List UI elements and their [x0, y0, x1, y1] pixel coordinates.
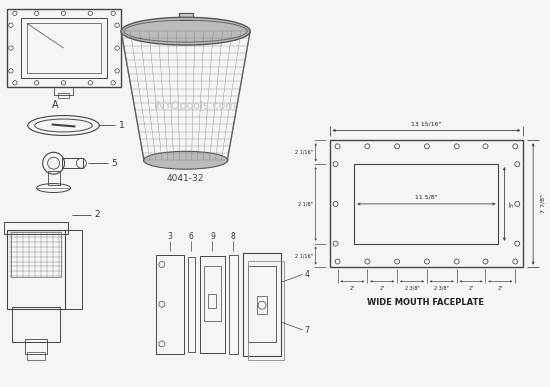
- Bar: [21, 18, 107, 78]
- Bar: [329, 140, 523, 267]
- Text: 2 1/8": 2 1/8": [298, 201, 313, 206]
- Text: 7: 7: [305, 325, 310, 334]
- Bar: [25, 339, 47, 354]
- Text: 5": 5": [510, 200, 515, 207]
- Ellipse shape: [144, 151, 228, 169]
- Text: 1: 1: [119, 121, 125, 130]
- Bar: [188, 257, 195, 352]
- Text: 2": 2": [469, 286, 474, 291]
- Text: 2 3/8": 2 3/8": [405, 286, 420, 291]
- Text: 8: 8: [231, 232, 236, 241]
- Text: 2: 2: [94, 211, 100, 219]
- Bar: [27, 23, 101, 73]
- Text: 11 5/8": 11 5/8": [415, 195, 437, 199]
- Bar: [204, 267, 222, 321]
- Text: WIDE MOUTH FACEPLATE: WIDE MOUTH FACEPLATE: [367, 298, 485, 307]
- Bar: [7, 9, 121, 87]
- Bar: [7, 230, 64, 309]
- Text: 2": 2": [498, 286, 503, 291]
- Text: 2": 2": [379, 286, 385, 291]
- Bar: [58, 93, 69, 98]
- Text: 4: 4: [305, 270, 310, 279]
- Text: 3: 3: [167, 232, 172, 241]
- Bar: [12, 307, 59, 342]
- Bar: [229, 255, 238, 354]
- Bar: [200, 255, 226, 353]
- Bar: [179, 13, 192, 27]
- Bar: [62, 158, 84, 168]
- Text: INYOpools.com: INYOpools.com: [154, 101, 237, 111]
- Text: 7 7/8": 7 7/8": [541, 194, 546, 213]
- Text: A: A: [52, 99, 59, 110]
- Text: 2 1/16": 2 1/16": [295, 253, 313, 258]
- Bar: [208, 294, 216, 308]
- Bar: [53, 87, 74, 95]
- Text: 9: 9: [210, 232, 215, 241]
- Bar: [354, 164, 498, 244]
- Bar: [11, 232, 60, 277]
- Bar: [27, 352, 45, 360]
- Text: 5: 5: [111, 159, 117, 168]
- Text: 4041-32: 4041-32: [167, 174, 205, 183]
- Text: 2": 2": [350, 286, 355, 291]
- Bar: [248, 260, 284, 360]
- Bar: [4, 222, 68, 234]
- Text: 2 1/16": 2 1/16": [295, 150, 313, 155]
- Text: 2 3/8": 2 3/8": [434, 286, 449, 291]
- Text: 6: 6: [188, 232, 193, 241]
- Bar: [248, 267, 276, 342]
- Ellipse shape: [121, 17, 250, 45]
- Bar: [243, 253, 281, 356]
- Bar: [64, 230, 82, 309]
- Text: 13 15/16": 13 15/16": [411, 122, 441, 127]
- Bar: [48, 171, 59, 185]
- Bar: [257, 296, 267, 314]
- Bar: [156, 255, 184, 354]
